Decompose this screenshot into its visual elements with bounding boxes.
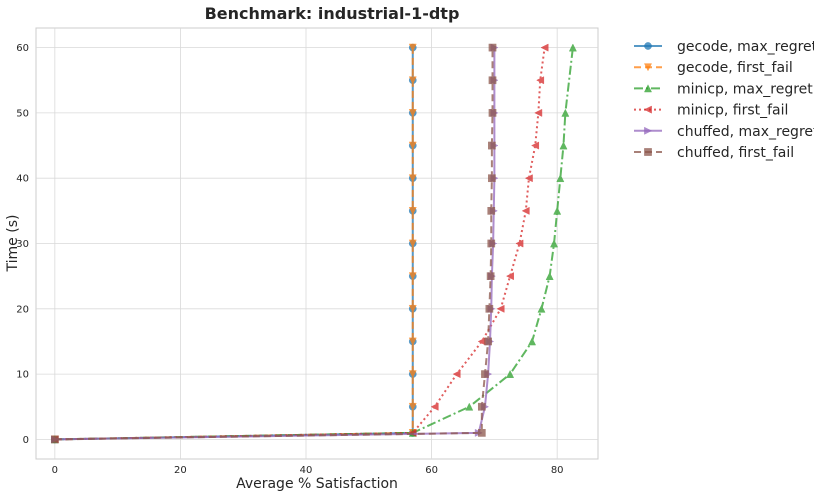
x-tick-label: 40 <box>300 465 313 476</box>
data-point <box>488 141 496 150</box>
x-tick-label: 80 <box>551 465 564 476</box>
y-tick-label: 50 <box>16 108 29 119</box>
data-point <box>534 108 543 117</box>
data-point <box>408 370 417 379</box>
data-point <box>481 370 489 378</box>
data-point <box>521 206 530 215</box>
data-point <box>553 206 562 215</box>
data-point <box>524 174 533 183</box>
y-tick-label: 40 <box>16 174 29 185</box>
x-tick-label: 60 <box>425 465 438 476</box>
data-point <box>488 76 497 85</box>
data-point <box>487 239 496 248</box>
data-point <box>408 174 417 183</box>
data-point <box>50 435 59 444</box>
legend-entry: chuffed, first_fail <box>634 145 794 161</box>
data-point <box>488 109 497 117</box>
y-axis-label: Time (s) <box>5 215 21 273</box>
data-point <box>537 304 546 313</box>
data-point <box>488 43 497 52</box>
x-tick-label: 0 <box>52 465 58 476</box>
data-point <box>408 239 417 248</box>
data-point <box>485 304 494 313</box>
series-5 <box>50 43 497 444</box>
data-point <box>452 370 461 379</box>
legend-marker <box>643 84 653 93</box>
x-axis-label: Average % Satisfaction <box>236 476 398 492</box>
data-point <box>528 337 537 346</box>
data-point <box>408 141 417 150</box>
data-point <box>465 402 474 411</box>
legend-marker <box>644 126 653 135</box>
data-point <box>477 429 486 437</box>
data-point <box>408 304 417 313</box>
data-point <box>505 272 514 281</box>
data-point <box>408 402 417 411</box>
chart-title: Benchmark: industrial-1-dtp <box>205 4 460 23</box>
data-point <box>531 141 540 150</box>
legend-entry: chuffed, max_regret <box>634 124 814 140</box>
tick-labels: 0 20 40 60 80 0 10 20 30 40 50 60 <box>16 43 563 476</box>
data-point <box>430 402 439 411</box>
legend-label: chuffed, first_fail <box>677 145 794 161</box>
data-point <box>506 369 515 378</box>
legend: gecode, max_regret gecode, first_failmini… <box>634 39 814 161</box>
y-tick-label: 0 <box>23 435 29 446</box>
grid <box>36 28 598 459</box>
data-point <box>408 206 417 216</box>
data-point <box>561 108 570 117</box>
legend-marker <box>643 63 653 72</box>
data-point <box>488 174 496 183</box>
data-point <box>545 271 554 281</box>
y-tick-label: 10 <box>16 370 29 381</box>
legend-label: gecode, max_regret <box>677 39 814 55</box>
data-point <box>536 76 545 85</box>
legend-entry: minicp, max_regret <box>634 81 813 97</box>
data-point <box>484 337 492 346</box>
data-point <box>496 304 505 313</box>
data-point <box>408 272 417 281</box>
legend-label: gecode, first_fail <box>677 60 793 76</box>
x-tick-label: 20 <box>174 465 187 476</box>
series-line <box>54 47 414 441</box>
data-point <box>408 76 417 85</box>
data-point <box>540 43 549 52</box>
data-point <box>486 272 495 281</box>
legend-entry: gecode, max_regret <box>634 39 814 55</box>
data-point <box>408 109 417 118</box>
series-line <box>54 47 494 441</box>
legend-entry: gecode, first_fail <box>634 60 793 76</box>
y-tick-label: 60 <box>16 43 29 54</box>
legend-marker <box>643 105 652 114</box>
y-tick-label: 20 <box>16 304 29 315</box>
data-point <box>550 239 559 248</box>
legend-marker <box>644 42 652 50</box>
y-tick-label: 30 <box>16 239 29 250</box>
data-point <box>408 43 417 52</box>
series-line <box>54 47 496 441</box>
data-point <box>477 402 486 411</box>
data-point <box>568 43 577 52</box>
series-layer <box>50 43 577 444</box>
legend-label: minicp, first_fail <box>677 103 788 119</box>
legend-marker <box>644 148 652 156</box>
legend-entry: minicp, first_fail <box>634 103 788 119</box>
data-point <box>559 141 568 150</box>
data-point <box>487 206 496 215</box>
legend-label: minicp, max_regret <box>677 81 813 97</box>
series-line <box>54 47 546 441</box>
data-point <box>556 174 565 183</box>
data-point <box>408 337 417 346</box>
legend-label: chuffed, max_regret <box>677 124 814 140</box>
data-point <box>515 239 524 248</box>
